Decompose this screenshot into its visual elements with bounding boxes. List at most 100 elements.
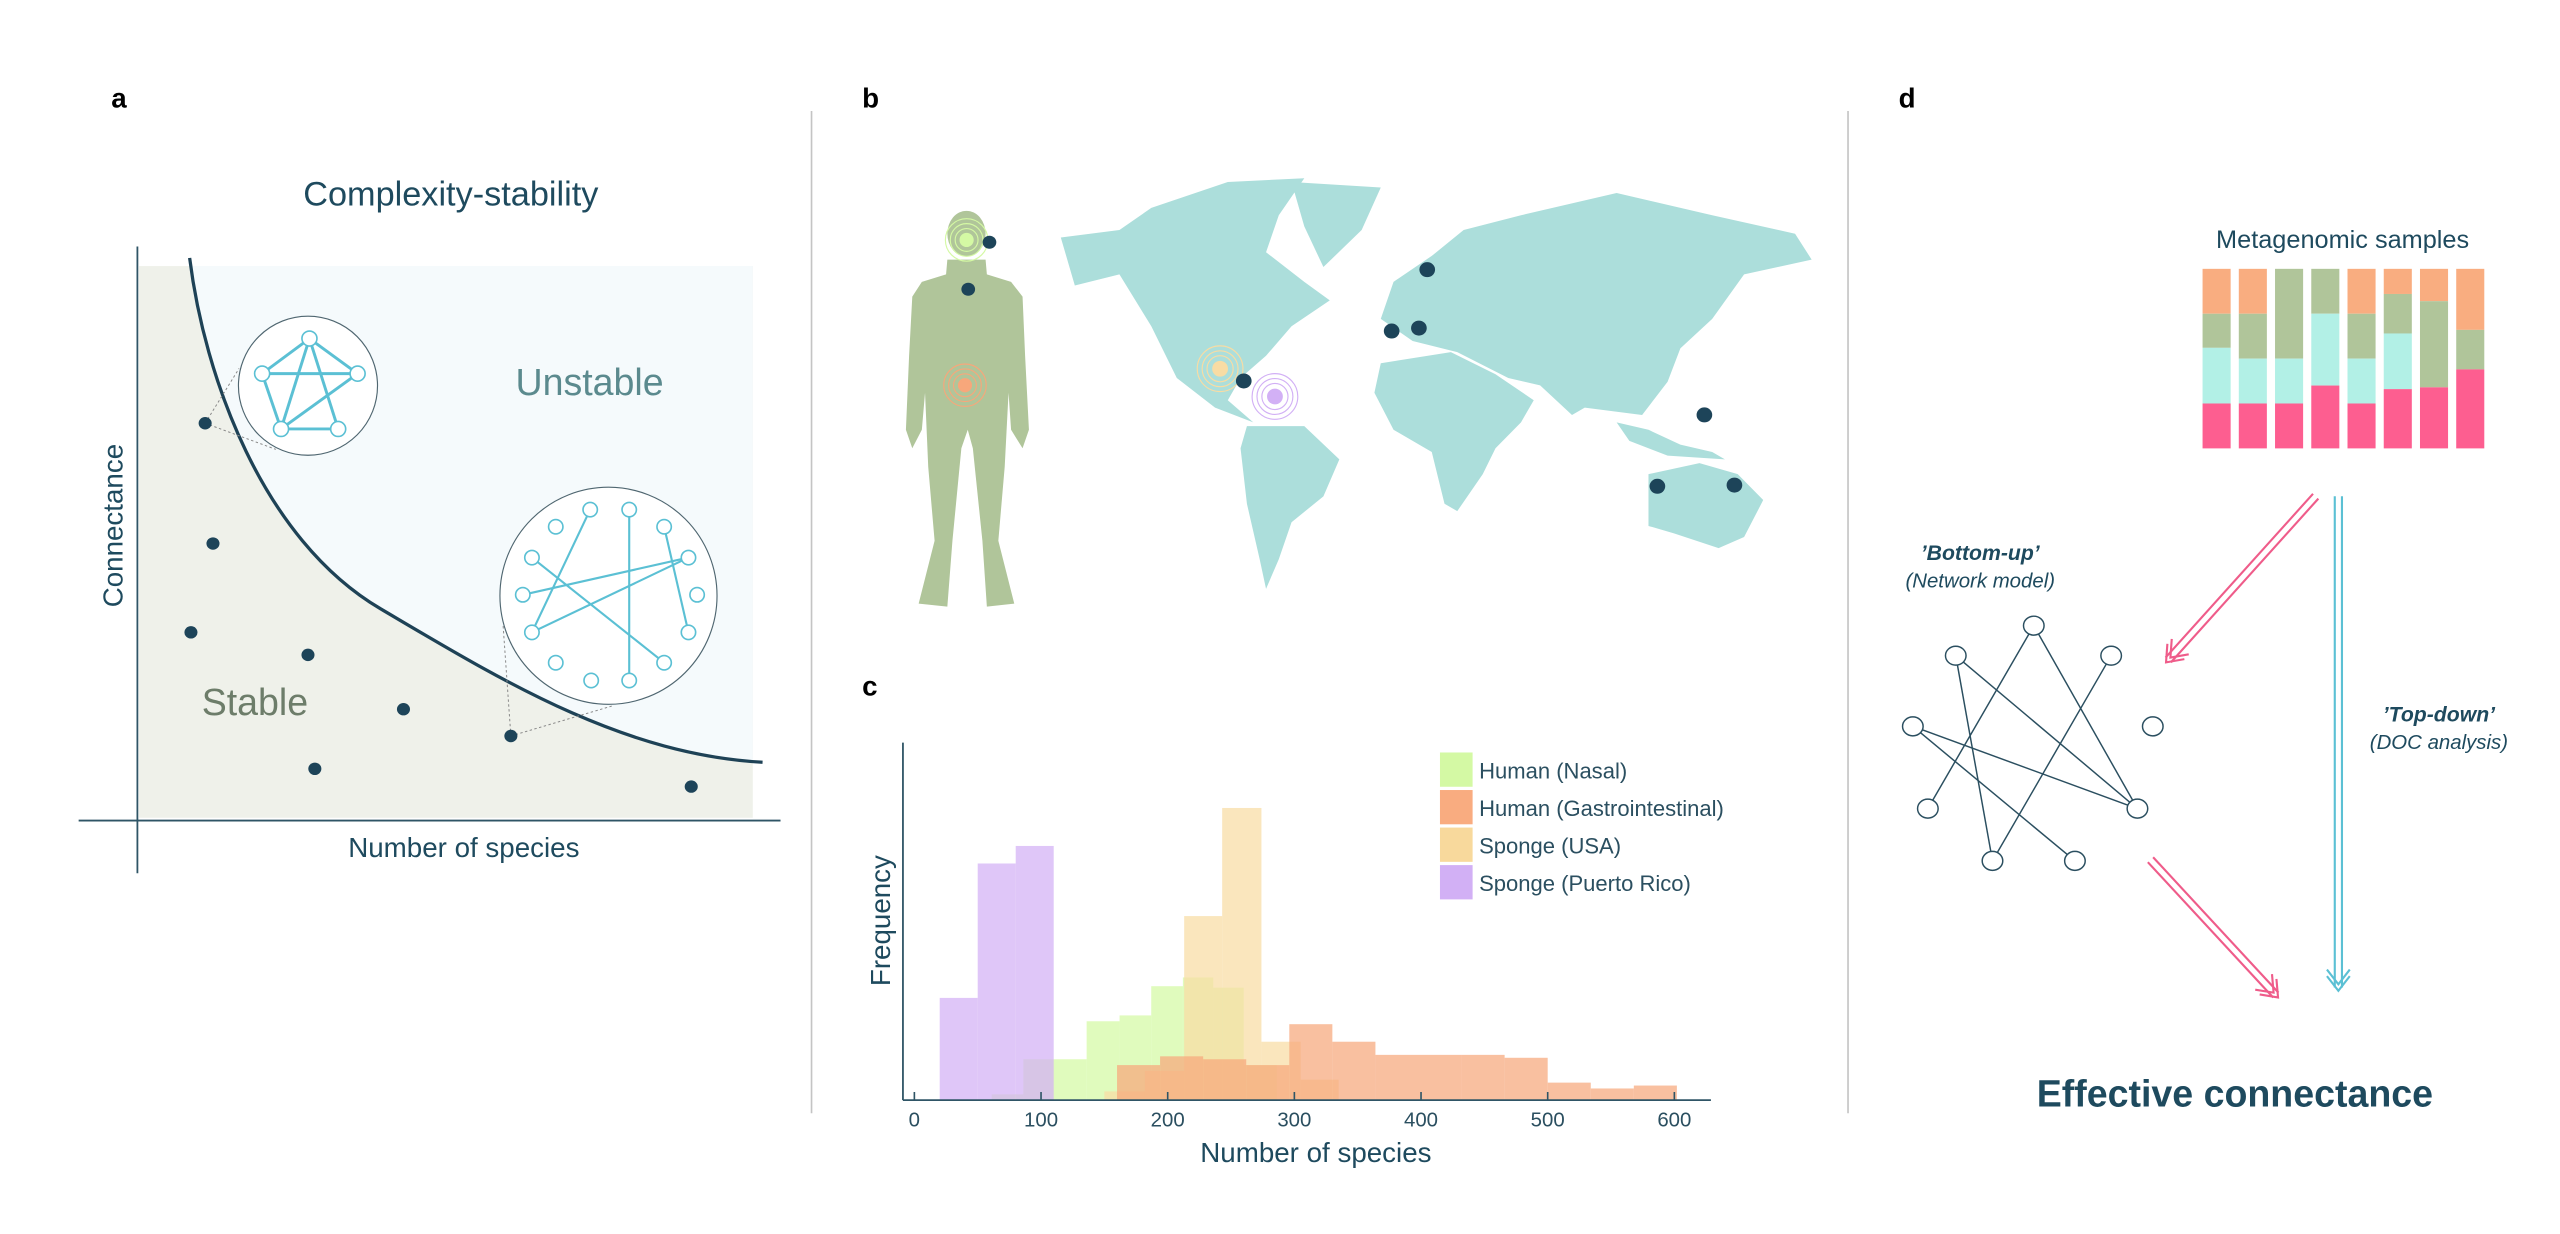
sample-bar-segment (2383, 268, 2412, 294)
histogram-bar (1590, 1088, 1634, 1101)
legend-swatch-sponge-usa (1439, 827, 1473, 862)
sampling-sites (961, 235, 1743, 494)
southeast-asia (1616, 422, 1725, 460)
histogram-bar (1015, 845, 1054, 1101)
sample-bar-segment (2383, 293, 2412, 334)
histogram-bar (1332, 1041, 1376, 1101)
human-body-silhouette (905, 210, 1029, 607)
sample-bar-segment (2238, 268, 2267, 314)
doc-analysis-label: (DOC analysis) (2370, 732, 2508, 754)
stability-boundary-curve (188, 257, 763, 764)
site-dot (1696, 407, 1713, 423)
stable-label: Stable (202, 681, 308, 723)
human-gut-marker (943, 363, 987, 408)
bottom-up-arrow-1 (2164, 493, 2320, 664)
histogram-bar (1203, 1059, 1247, 1101)
africa (1374, 352, 1534, 512)
network-node (680, 624, 697, 641)
sample-bar-segment (2202, 313, 2231, 348)
sample-bar-segment (2202, 347, 2231, 404)
sample-bar-segment (2202, 403, 2231, 449)
community-dot (396, 703, 410, 716)
x-axis-label: Number of species (348, 832, 579, 863)
sample-bar-segment (2202, 268, 2231, 314)
panel-label-a: a (111, 83, 127, 114)
network-node (583, 672, 600, 689)
site-dot (1235, 373, 1252, 389)
unstable-label: Unstable (515, 361, 663, 403)
sample-bar-segment (2347, 358, 2376, 404)
legend-swatch-human-nasal (1439, 752, 1473, 787)
histogram-bar (1246, 1065, 1290, 1101)
sample-bar-segment (2238, 358, 2267, 404)
sample-bar-segment (2347, 313, 2376, 359)
histogram-bar (1054, 1059, 1087, 1101)
hist-x-tick-labels: 0 100 200 300 400 500 600 (909, 1109, 1692, 1131)
network-node (2141, 716, 2164, 737)
legend-label: Sponge (USA) (1479, 834, 1621, 859)
y-axis-label: Connectance (98, 444, 129, 607)
network-node (1916, 798, 1939, 819)
legend-swatch-human-gut (1439, 790, 1473, 825)
network-node (2063, 850, 2086, 872)
human-nasal-marker (944, 218, 989, 262)
world-map (1060, 178, 1812, 589)
histogram-bar (1117, 1065, 1161, 1101)
sample-bar-segment (2347, 268, 2376, 314)
histogram-bar (1547, 1082, 1591, 1101)
sample-bar-segment (2275, 358, 2304, 404)
histogram-bar (1086, 1021, 1120, 1101)
north-america (1060, 178, 1330, 423)
site-dot (1383, 323, 1400, 339)
panel-a-title: Complexity-stability (303, 176, 599, 214)
histogram-bar (1222, 807, 1262, 1101)
histogram-bar (1418, 1054, 1462, 1101)
sparse-network-inset (499, 486, 718, 705)
sample-bar-segment (2383, 389, 2412, 449)
x-tick-label: 100 (1024, 1109, 1058, 1131)
sponge-puerto-rico-marker (1251, 373, 1299, 420)
network-node (680, 549, 697, 566)
network-node (621, 501, 638, 518)
hist-legend: Human (Nasal) Human (Gastrointestinal) S… (1439, 752, 1724, 900)
site-dot (1411, 320, 1427, 336)
hist-x-ticks (913, 1091, 1676, 1101)
histogram-bar (1160, 1056, 1204, 1101)
sample-bar-segment (2419, 387, 2449, 449)
site-dot (961, 282, 976, 296)
network-node (2126, 798, 2149, 819)
community-dot (308, 762, 322, 776)
network-node (2022, 615, 2045, 636)
sample-bar-segment (2456, 369, 2485, 449)
community-dot (504, 729, 518, 743)
metagenomic-sample-bars (2202, 268, 2485, 449)
panel-c-histogram: 0 100 200 300 400 500 600 Number of spec… (865, 742, 1724, 1168)
network-node (514, 586, 531, 603)
sample-bar-segment (2311, 268, 2340, 314)
sample-bar-segment (2311, 385, 2340, 449)
sample-bar-segment (2419, 268, 2449, 302)
dense-network-inset (237, 315, 379, 456)
x-tick-label: 0 (909, 1109, 920, 1131)
zoom-connectors (204, 368, 614, 737)
x-tick-label: 300 (1277, 1109, 1311, 1131)
panel-label-d: d (1899, 83, 1916, 114)
community-dot (184, 626, 198, 639)
histogram-bar (977, 863, 1016, 1101)
sponge-usa-marker (1196, 345, 1244, 393)
sample-bar-segment (2311, 313, 2340, 386)
legend-label: Sponge (Puerto Rico) (1479, 871, 1691, 896)
network-node (621, 672, 638, 689)
sample-bar-segment (2419, 301, 2449, 388)
sample-bar-segment (2456, 268, 2485, 330)
bottom-up-network (1901, 615, 2164, 872)
sample-bar-segment (2238, 313, 2267, 359)
community-dot (684, 780, 698, 793)
hist-y-axis-label: Frequency (865, 855, 896, 986)
site-dot (1649, 478, 1666, 494)
histogram-bar (1633, 1085, 1677, 1101)
histogram-bar (1504, 1057, 1548, 1101)
sample-bar-segment (2238, 403, 2267, 449)
bottom-up-arrow-2 (2147, 856, 2280, 999)
